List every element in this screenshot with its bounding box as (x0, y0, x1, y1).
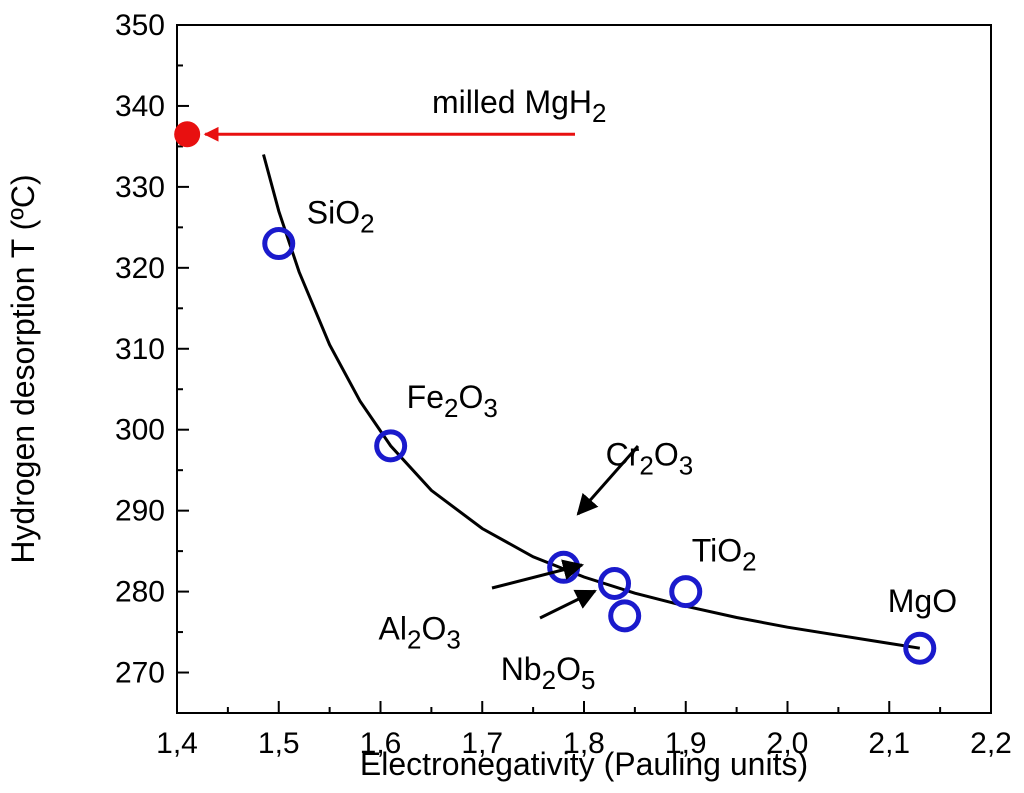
y-tick-label: 310 (115, 333, 165, 366)
y-tick-label: 340 (115, 90, 165, 123)
data-label-tio2: TiO2 (692, 533, 757, 577)
nb2o5-arrow (539, 589, 597, 620)
reference-label: milled MgH2 (432, 84, 607, 128)
data-point (669, 575, 703, 609)
x-tick-label: 1,6 (360, 727, 402, 760)
y-tick-label: 300 (115, 414, 165, 447)
x-tick-label: 1,9 (665, 727, 707, 760)
x-tick-label: 1,8 (563, 727, 605, 760)
cr2o3-arrow (576, 445, 640, 516)
x-axis-title: Electronegativity (Pauling units) (360, 746, 808, 782)
reference-group: milled MgH2 (174, 84, 607, 148)
y-tick-label: 290 (115, 495, 165, 528)
x-axis-ticks: 1,4 1,5 1,6 1,7 1,8 1,9 2,0 2,1 2,2 (156, 701, 1012, 760)
y-tick-label: 270 (115, 657, 165, 690)
y-tick-label: 280 (115, 576, 165, 609)
x-tick-label: 1,7 (461, 727, 503, 760)
data-labels: SiO2 Fe2O3 Cr2O3 Al2O3 Nb2O5 TiO2 MgO (307, 195, 957, 695)
plot-frame (176, 24, 992, 714)
y-tick-label: 320 (115, 252, 165, 285)
y-tick-label: 330 (115, 171, 165, 204)
y-tick-label: 350 (115, 9, 165, 42)
data-label-fe2o3: Fe2O3 (407, 379, 498, 423)
x-tick-label: 1,5 (258, 727, 300, 760)
x-tick-label: 1,4 (156, 727, 198, 760)
al2o3-arrow (491, 559, 585, 590)
x-tick-label: 2,1 (868, 727, 910, 760)
data-point (598, 566, 632, 600)
x-tick-label: 2,0 (767, 727, 809, 760)
x-tick-label: 2,2 (970, 727, 1012, 760)
data-label-sio2: SiO2 (307, 195, 375, 239)
y-axis-ticks: 270 280 290 300 310 320 330 340 350 (115, 9, 189, 690)
data-label-al2o3: Al2O3 (379, 610, 461, 654)
data-point (608, 599, 642, 633)
data-point (262, 227, 296, 261)
data-point (903, 631, 937, 665)
data-point (374, 429, 408, 463)
data-label-mgo: MgO (888, 583, 957, 619)
fit-curve (262, 154, 921, 650)
y-axis-title: Hydrogen desorption T (ºC) (5, 174, 41, 563)
data-points (262, 227, 937, 665)
data-label-nb2o5: Nb2O5 (501, 651, 596, 695)
reference-point (174, 121, 201, 148)
data-label-cr2o3: Cr2O3 (606, 436, 694, 480)
